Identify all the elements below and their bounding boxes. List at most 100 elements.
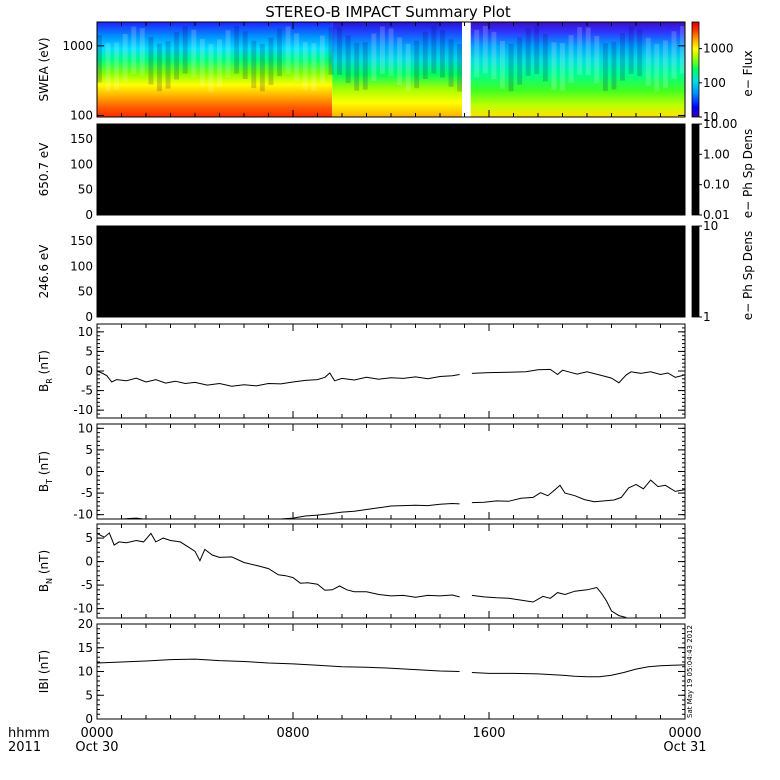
flux-stripe <box>422 31 428 80</box>
y-axis-label: BN (nT) <box>37 550 54 592</box>
flux-stripe <box>285 26 291 74</box>
colorbar-label: e− Flux <box>741 50 755 96</box>
flux-stripe <box>491 31 497 80</box>
flux-stripe <box>122 33 128 82</box>
flux-stripe <box>157 43 162 92</box>
flux-stripe <box>105 42 111 91</box>
y-tick-label: 5 <box>85 344 93 358</box>
flux-stripe <box>199 38 205 87</box>
x-tick-date-label: Oct 30 <box>75 740 118 755</box>
colorbar: 10 1 e− Ph Sp Dens <box>691 219 755 324</box>
y-tick-label: 5 <box>85 443 93 457</box>
flux-stripe <box>671 31 677 79</box>
series-line-segment-2 <box>471 664 686 678</box>
y-tick-label: -10 <box>73 508 93 522</box>
flux-stripe <box>542 33 548 82</box>
panel-frame <box>96 623 686 720</box>
flux-stripe <box>440 30 445 78</box>
y-tick-label: -10 <box>73 602 93 616</box>
flux-stripe <box>474 29 480 78</box>
flux-stripe <box>208 43 214 92</box>
panel-4: -10 -5 0 5 10 BR (nT) <box>37 323 686 419</box>
flux-stripe <box>277 28 282 77</box>
flux-stripe <box>311 43 317 91</box>
flux-stripe <box>397 37 403 85</box>
colorbar-tick-label: 1000 <box>703 42 734 56</box>
flux-stripe <box>620 33 625 81</box>
spectrogram-fill <box>97 124 685 215</box>
flux-stripe <box>148 37 154 85</box>
colorbar-tick-label: 1 <box>703 310 711 324</box>
flux-stripe <box>517 37 523 85</box>
flux-stripe <box>628 26 634 74</box>
flux-stripe <box>302 42 308 90</box>
flux-region-2 <box>332 22 463 117</box>
y-axis-label: BR (nT) <box>37 350 54 392</box>
flux-stripe <box>448 39 454 87</box>
data-gap <box>462 22 471 117</box>
flux-stripe <box>482 26 488 74</box>
y-axis-label-subscript: T <box>45 479 54 485</box>
y-tick-label: -5 <box>81 384 93 398</box>
y-axis-label-main: B <box>37 484 51 492</box>
y-tick-label: -5 <box>81 578 93 592</box>
flux-stripe <box>680 26 685 74</box>
panel-7: 0 5 10 15 20 IBI (nT) <box>37 617 686 726</box>
flux-stripe <box>191 29 197 78</box>
panel-5: -10 -5 0 5 10 BT (nT) <box>37 421 686 522</box>
colorbar-fill <box>692 226 699 317</box>
y-axis-label: IBI (nT) <box>37 650 51 693</box>
x-tick-label: 0000 <box>80 726 113 741</box>
flux-stripe <box>139 28 145 76</box>
flux-stripe <box>388 28 394 76</box>
flux-stripe <box>174 31 180 80</box>
plot-title: STEREO-B IMPACT Summary Plot <box>265 3 511 21</box>
y-tick-label: 100 <box>70 108 93 122</box>
y-tick-label: 150 <box>70 132 93 146</box>
flux-stripe <box>654 43 660 92</box>
y-axis-label: 246.6 eV <box>37 244 51 299</box>
x-axis-row2-label: 2011 <box>8 740 41 755</box>
flux-stripe <box>328 27 334 75</box>
y-tick-label: 15 <box>78 641 93 655</box>
colorbar-tick-label: 10 <box>703 219 718 233</box>
flux-stripe <box>217 39 222 87</box>
colorbar: 10.00 1.00 0.10 0.01 e− Ph Sp Dens <box>691 117 755 222</box>
y-tick-label: 0 <box>85 208 93 222</box>
flux-stripe <box>319 35 325 84</box>
y-tick-label: -5 <box>81 486 93 500</box>
series-line-segment-2 <box>471 368 686 384</box>
flux-stripe <box>405 43 411 92</box>
flux-stripe <box>611 41 617 90</box>
colorbar-tick-label: 0.10 <box>703 178 730 192</box>
y-axis-label-main: B <box>37 384 51 392</box>
flux-stripe <box>337 27 342 75</box>
flux-stripe <box>568 35 574 83</box>
timestamp-stamp: Sat May 19 05:04:43 2012 <box>686 625 694 718</box>
flux-stripe <box>131 26 137 75</box>
colorbar-tick-label: 0.01 <box>703 208 730 222</box>
y-tick-label: 10 <box>78 421 93 435</box>
flux-stripe <box>637 28 643 77</box>
y-tick-label: -10 <box>73 403 93 417</box>
colorbar-frame <box>691 123 700 216</box>
y-tick-label: 10 <box>78 325 93 339</box>
x-axis-row1-label: hhmm <box>8 726 50 741</box>
colorbar-label: e− Ph Sp Dens <box>741 129 755 218</box>
flux-stripe <box>585 27 591 75</box>
flux-stripe <box>354 43 360 91</box>
y-axis-label-unit: (nT) <box>37 350 51 378</box>
y-axis-label-unit: (nT) <box>37 550 51 578</box>
flux-stripe <box>225 30 231 78</box>
flux-stripe <box>259 43 265 92</box>
panel-2: 0 50 100 150 650.7 eV 10.00 1.00 0.10 0.01 e− Ph … <box>37 117 755 222</box>
flux-stripe <box>114 42 120 90</box>
y-axis-label-subscript: N <box>45 578 54 584</box>
y-tick-label: 20 <box>78 617 93 631</box>
y-axis-label-unit: (nT) <box>37 451 51 479</box>
y-tick-label: 10 <box>78 665 93 679</box>
flux-stripe <box>534 26 540 75</box>
y-axis-label: BT (nT) <box>37 451 54 492</box>
